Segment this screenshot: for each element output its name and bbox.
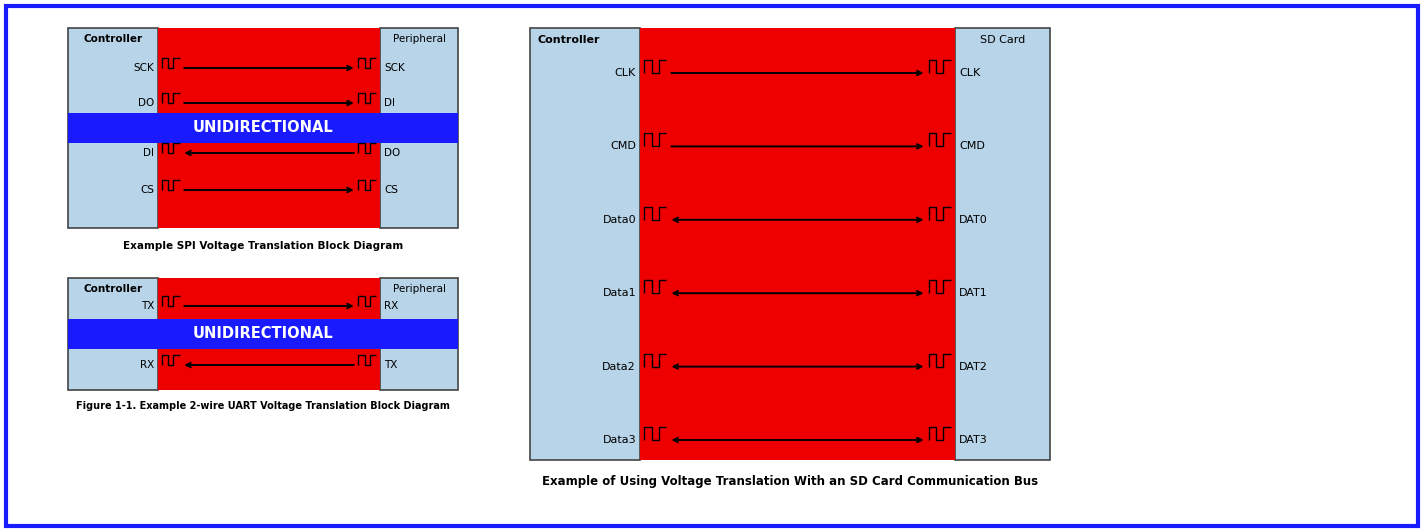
Text: Figure 1-1. Example 2-wire UART Voltage Translation Block Diagram: Figure 1-1. Example 2-wire UART Voltage …	[75, 401, 450, 411]
Text: SCK: SCK	[384, 63, 404, 73]
Text: DAT1: DAT1	[958, 288, 988, 298]
Text: CLK: CLK	[958, 68, 980, 78]
Text: Data3: Data3	[602, 435, 637, 445]
Text: Example of Using Voltage Translation With an SD Card Communication Bus: Example of Using Voltage Translation Wit…	[543, 476, 1038, 488]
Text: Data2: Data2	[602, 362, 637, 371]
Text: Data0: Data0	[602, 215, 637, 225]
Text: SCK: SCK	[134, 63, 154, 73]
Text: CMD: CMD	[958, 142, 985, 152]
Text: CLK: CLK	[615, 68, 637, 78]
Bar	[68, 28, 158, 228]
Bar	[380, 278, 459, 390]
Text: DO: DO	[384, 148, 400, 158]
Bar	[68, 113, 459, 143]
Bar	[68, 319, 459, 349]
Text: Controller: Controller	[84, 284, 142, 294]
Text: Example SPI Voltage Translation Block Diagram: Example SPI Voltage Translation Block Di…	[122, 241, 403, 251]
Text: RX: RX	[384, 301, 399, 311]
Text: SD Card: SD Card	[980, 35, 1025, 45]
Bar	[530, 28, 639, 460]
Text: Controller: Controller	[84, 34, 142, 44]
Bar	[380, 28, 459, 228]
Text: Peripheral: Peripheral	[393, 34, 446, 44]
Text: TX: TX	[141, 301, 154, 311]
Text: CS: CS	[384, 185, 397, 195]
Bar	[158, 278, 380, 390]
Text: DI: DI	[384, 98, 394, 108]
Bar	[956, 28, 1049, 460]
Bar	[639, 28, 956, 460]
Text: RX: RX	[140, 360, 154, 370]
Bar	[158, 28, 380, 228]
Text: DI: DI	[142, 148, 154, 158]
Text: DAT0: DAT0	[958, 215, 988, 225]
Bar	[68, 278, 158, 390]
Text: DO: DO	[138, 98, 154, 108]
Text: Data1: Data1	[602, 288, 637, 298]
Text: CMD: CMD	[609, 142, 637, 152]
Text: UNIDIRECTIONAL: UNIDIRECTIONAL	[192, 327, 333, 342]
Text: TX: TX	[384, 360, 397, 370]
Text: CS: CS	[140, 185, 154, 195]
Text: DAT2: DAT2	[958, 362, 988, 371]
Text: DAT3: DAT3	[958, 435, 988, 445]
Text: Peripheral: Peripheral	[393, 284, 446, 294]
Text: UNIDIRECTIONAL: UNIDIRECTIONAL	[192, 121, 333, 136]
Text: Controller: Controller	[538, 35, 601, 45]
